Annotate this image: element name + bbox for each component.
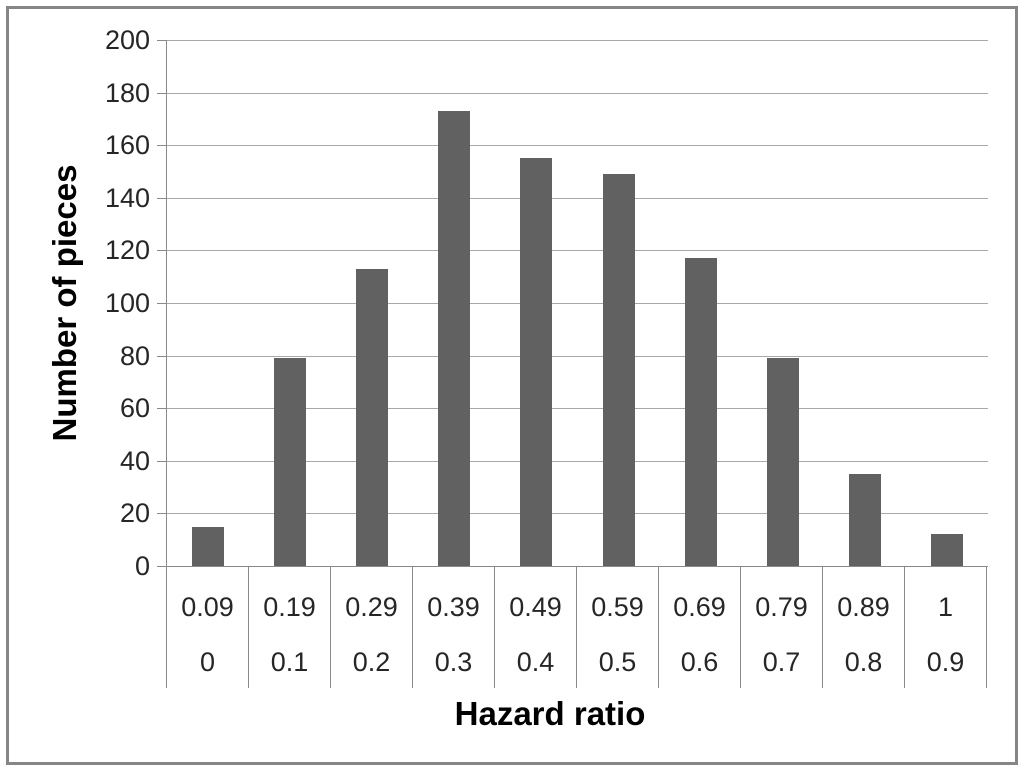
gridline <box>167 92 988 94</box>
y-axis-tick-label: 20 <box>119 498 150 529</box>
y-axis-tick-mark <box>157 460 166 462</box>
x-axis-label-row2: 0.1 <box>270 647 309 677</box>
x-axis-label-row2: 0.5 <box>598 647 637 677</box>
bar-cell <box>742 40 824 566</box>
y-axis-tick-mark <box>157 513 166 515</box>
bar <box>192 526 225 566</box>
gridline <box>167 250 988 252</box>
x-axis-label-row1: 0.89 <box>837 592 890 622</box>
gridline <box>167 355 988 357</box>
x-axis-cell: 0.19 0.1 <box>248 567 330 688</box>
y-axis-tick-label: 200 <box>104 25 150 55</box>
y-axis-tick-label: 180 <box>104 77 150 108</box>
bar-cell <box>413 40 495 566</box>
gridline <box>167 197 988 199</box>
bar <box>602 174 635 566</box>
y-axis-tick-mark <box>157 408 166 410</box>
x-axis-label-row1: 1 <box>937 592 954 622</box>
x-axis-label-row2: 0.8 <box>844 647 883 677</box>
y-axis-tick-mark <box>157 355 166 357</box>
x-axis-cell: 0.89 0.8 <box>822 567 904 688</box>
y-axis-tick-mark <box>157 250 166 252</box>
y-axis-tick-label: 60 <box>119 393 150 424</box>
x-axis-label-row2: 0.9 <box>926 647 965 677</box>
chart-frame <box>6 6 1018 765</box>
y-axis-tick-label: 40 <box>119 445 150 476</box>
y-axis-tick-mark <box>157 145 166 147</box>
x-axis-cell: 0.79 0.7 <box>740 567 822 688</box>
gridline <box>167 513 988 515</box>
x-axis-label-row1: 0.49 <box>509 592 562 622</box>
x-axis-label-row1: 0.29 <box>345 592 398 622</box>
y-axis-tick-mark <box>157 40 166 41</box>
x-axis-label-row2: 0.7 <box>762 647 801 677</box>
x-axis-label-row1: 0.79 <box>755 592 808 622</box>
plot-area <box>166 40 988 567</box>
bars-layer <box>167 40 988 566</box>
bar-cell <box>495 40 577 566</box>
y-axis-tick-mark <box>157 92 166 94</box>
bar-cell <box>577 40 659 566</box>
bar-cell <box>824 40 906 566</box>
bar-cell <box>660 40 742 566</box>
x-axis-label-table: 0.09 0 0.19 0.1 0.29 0.2 0.39 0.3 0.49 0.4 0.59 0.5… <box>166 567 987 688</box>
y-axis-tick-mark <box>157 566 166 567</box>
y-axis-tick-label: 140 <box>104 182 150 213</box>
x-axis-label-row2: 0.4 <box>516 647 555 677</box>
x-axis-title: Hazard ratio <box>454 695 646 732</box>
y-axis-tick-label: 100 <box>104 288 150 318</box>
bar <box>848 473 881 566</box>
y-axis-tick-mark <box>157 197 166 199</box>
bar-cell <box>906 40 988 566</box>
x-axis-label-row1: 0.39 <box>427 592 480 622</box>
x-axis-label-row2: 0.2 <box>352 647 391 677</box>
y-axis-ticks <box>157 40 166 567</box>
x-axis-cell: 0.69 0.6 <box>658 567 740 688</box>
x-axis-cell: 0.59 0.5 <box>576 567 658 688</box>
y-axis-tick-label: 160 <box>104 130 150 161</box>
x-axis-label-row2: 0.3 <box>434 647 473 677</box>
y-axis-tick-label: 0 <box>134 551 150 581</box>
bar <box>930 534 963 566</box>
gridline <box>167 408 988 410</box>
x-axis-cell: 0.09 0 <box>166 567 248 688</box>
x-axis-label-row2: 0.6 <box>680 647 719 677</box>
x-axis-label-row2: 0 <box>199 647 216 677</box>
gridline <box>167 303 988 304</box>
bar-cell <box>331 40 413 566</box>
bar-cell <box>249 40 331 566</box>
x-axis-label-row1: 0.59 <box>591 592 644 622</box>
y-axis-tick-label: 80 <box>119 340 150 371</box>
y-axis-tick-mark <box>157 303 166 304</box>
bar <box>356 268 389 566</box>
x-axis-label-row1: 0.19 <box>263 592 316 622</box>
x-axis-cell: 0.39 0.3 <box>412 567 494 688</box>
x-axis-cell: 0.49 0.4 <box>494 567 576 688</box>
bar <box>520 158 553 566</box>
gridline <box>167 40 988 41</box>
bar-cell <box>167 40 249 566</box>
x-axis-cell: 0.29 0.2 <box>330 567 412 688</box>
bar <box>766 358 799 566</box>
x-axis-cell: 1 0.9 <box>904 567 987 688</box>
x-axis-label-row1: 0.09 <box>181 592 234 622</box>
bar <box>684 258 717 566</box>
x-axis-label-row1: 0.69 <box>673 592 726 622</box>
bar <box>274 358 307 566</box>
y-axis-tick-labels: 0 20 40 60 80 100 120 140 160 180 200 <box>0 25 150 581</box>
bar <box>438 111 471 566</box>
gridline <box>167 460 988 462</box>
gridline <box>167 145 988 147</box>
y-axis-tick-label: 120 <box>104 235 150 266</box>
